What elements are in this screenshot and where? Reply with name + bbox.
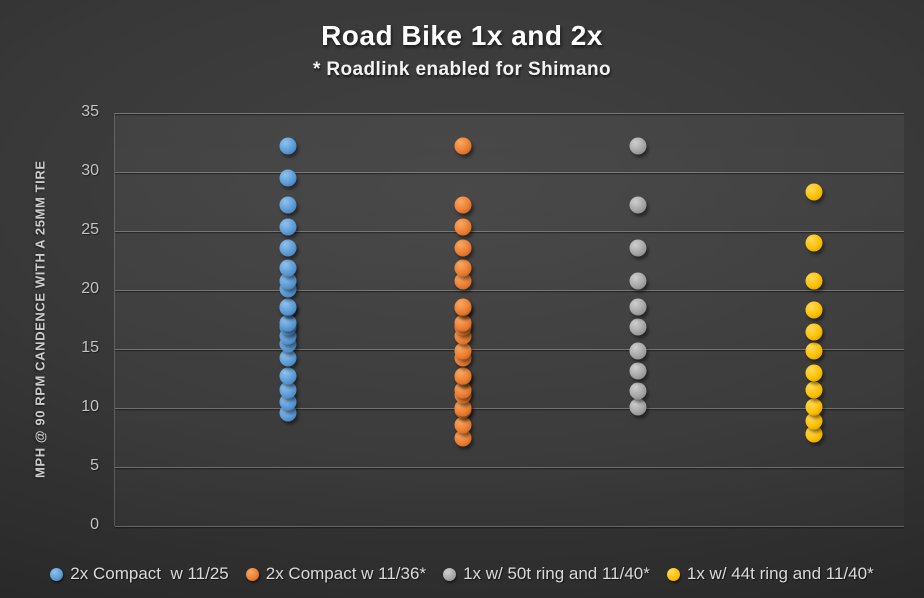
data-point-series-3 (629, 137, 647, 155)
data-point-series-4 (805, 272, 823, 290)
data-point-series-3 (629, 298, 647, 316)
legend-item-3: 1x w/ 50t ring and 11/40* (443, 564, 650, 584)
data-point-series-1 (279, 272, 297, 290)
legend-marker-3 (443, 567, 457, 581)
data-point-series-3 (629, 196, 647, 214)
legend-marker-2 (245, 567, 259, 581)
data-point-series-1 (279, 381, 297, 399)
y-tick-label-10: 10 (81, 398, 99, 415)
legend-item-2: 2x Compact w 11/36* (245, 564, 427, 584)
y-tick-label-25: 25 (81, 221, 99, 238)
data-point-series-1 (279, 314, 297, 332)
data-point-series-4 (805, 323, 823, 341)
data-point-series-1 (279, 169, 297, 187)
data-point-series-3 (629, 272, 647, 290)
data-point-series-2 (454, 381, 472, 399)
data-point-series-4 (805, 425, 823, 443)
legend-label-1: 2x Compact w 11/25 (70, 564, 229, 583)
plot-area (114, 113, 904, 527)
data-point-series-4 (805, 183, 823, 201)
data-point-series-3 (629, 382, 647, 400)
gridline-y-15 (115, 349, 904, 350)
chart-subtitle: * Roadlink enabled for Shimano (312, 59, 612, 80)
data-point-series-3 (629, 362, 647, 380)
gridline-y-25 (115, 231, 904, 232)
gridline-y-5 (115, 467, 904, 468)
data-point-series-2 (454, 259, 472, 277)
legend-label-2: 2x Compact w 11/36* (265, 564, 427, 583)
legend-item-1: 2x Compact w 11/25 (50, 564, 229, 584)
data-point-series-1 (279, 367, 297, 385)
data-point-series-2 (454, 416, 472, 434)
data-point-series-4 (805, 234, 823, 252)
gridline-y-20 (115, 290, 904, 291)
data-point-series-4 (805, 301, 823, 319)
data-point-series-2 (454, 137, 472, 155)
data-point-series-3 (629, 398, 647, 416)
data-point-series-2 (454, 314, 472, 332)
legend-label-4: 1x w/ 44t ring and 11/40* (686, 564, 874, 583)
data-point-series-2 (454, 429, 472, 446)
data-point-series-2 (454, 239, 472, 257)
data-point-series-1 (279, 298, 297, 316)
y-tick-label-20: 20 (81, 280, 99, 297)
y-tick-label-30: 30 (81, 162, 99, 179)
data-point-series-3 (629, 318, 647, 336)
data-point-series-1 (279, 137, 297, 155)
data-point-series-3 (629, 342, 647, 360)
gridline-y-0 (115, 526, 904, 527)
legend-marker-4 (666, 567, 680, 581)
data-point-series-1 (279, 196, 297, 214)
y-tick-label-5: 5 (90, 457, 99, 474)
gridline-y-10 (115, 408, 904, 409)
data-point-series-1 (279, 239, 297, 257)
data-point-series-2 (454, 367, 472, 385)
data-point-series-2 (454, 399, 472, 417)
legend-label-3: 1x w/ 50t ring and 11/40* (463, 564, 650, 583)
data-point-series-2 (454, 272, 472, 290)
gridline-y-35 (115, 113, 904, 114)
legend-item-4: 1x w/ 44t ring and 11/40* (666, 564, 874, 584)
chart-title: Road Bike 1x and 2x (321, 20, 603, 51)
data-point-series-1 (279, 259, 297, 277)
legend-marker-1 (50, 567, 64, 581)
data-point-series-2 (454, 342, 472, 360)
data-point-series-2 (454, 196, 472, 214)
data-point-series-4 (805, 412, 823, 430)
data-point-series-4 (805, 364, 823, 382)
data-point-series-1 (279, 349, 297, 367)
gridline-y-30 (115, 172, 904, 173)
data-point-series-1 (279, 218, 297, 236)
data-point-series-2 (454, 218, 472, 236)
data-point-series-4 (805, 398, 823, 416)
data-point-series-2 (454, 298, 472, 316)
legend: 2x Compact w 11/25 2x Compact w 11/36* 1x … (0, 564, 924, 584)
data-point-series-4 (805, 342, 823, 360)
data-point-series-3 (629, 239, 647, 257)
y-tick-label-15: 15 (81, 339, 99, 356)
data-point-series-4 (805, 381, 823, 399)
y-tick-label-35: 35 (81, 103, 99, 120)
y-tick-label-0: 0 (90, 516, 99, 533)
